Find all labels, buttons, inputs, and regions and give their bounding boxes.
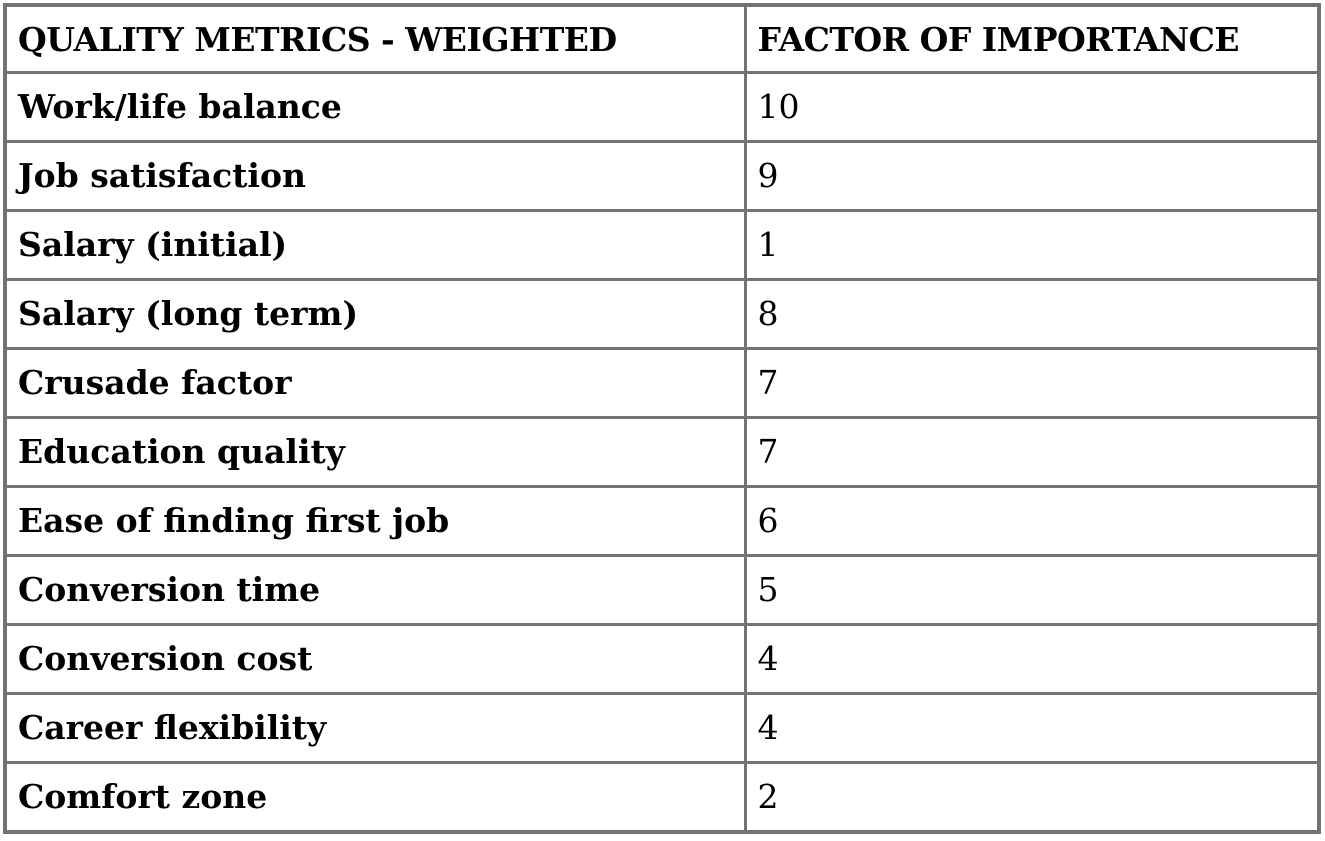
- metric-name-cell: Ease of finding first job: [3, 484, 747, 557]
- table-row: Comfort zone 2: [3, 760, 1321, 834]
- table-row: Conversion time 5: [3, 553, 1321, 626]
- metric-name-cell: Conversion time: [3, 553, 747, 626]
- table-row: Ease of finding first job 6: [3, 484, 1321, 557]
- factor-value-cell: 4: [743, 622, 1321, 695]
- factor-value-cell: 5: [743, 553, 1321, 626]
- metric-name-cell: Education quality: [3, 415, 747, 488]
- table-row: Education quality 7: [3, 415, 1321, 488]
- table-row: Work/life balance 10: [3, 71, 1321, 143]
- table-row: Conversion cost 4: [3, 622, 1321, 695]
- table-row: Career flexibility 4: [3, 691, 1321, 764]
- metric-name-cell: Work/life balance: [3, 71, 747, 143]
- metric-name-cell: Conversion cost: [3, 622, 747, 695]
- metric-name-cell: Crusade factor: [3, 346, 747, 419]
- quality-metrics-table: QUALITY METRICS - WEIGHTED FACTOR OF IMP…: [3, 3, 1321, 834]
- table-row: Job satisfaction 9: [3, 139, 1321, 212]
- table-header: QUALITY METRICS - WEIGHTED FACTOR OF IMP…: [3, 3, 1321, 74]
- factor-value-cell: 6: [743, 484, 1321, 557]
- factor-value-cell: 7: [743, 346, 1321, 419]
- factor-value-cell: 9: [743, 139, 1321, 212]
- metric-name-cell: Salary (initial): [3, 208, 747, 281]
- metric-name-cell: Job satisfaction: [3, 139, 747, 212]
- header-row: QUALITY METRICS - WEIGHTED FACTOR OF IMP…: [3, 3, 1321, 74]
- factor-value-cell: 4: [743, 691, 1321, 764]
- factor-value-cell: 7: [743, 415, 1321, 488]
- factor-value-cell: 10: [743, 71, 1321, 143]
- table-row: Salary (initial) 1: [3, 208, 1321, 281]
- factor-value-cell: 2: [743, 760, 1321, 834]
- header-quality-metrics: QUALITY METRICS - WEIGHTED: [3, 3, 747, 74]
- table-row: Crusade factor 7: [3, 346, 1321, 419]
- header-factor-of-importance: FACTOR OF IMPORTANCE: [743, 3, 1321, 74]
- factor-value-cell: 1: [743, 208, 1321, 281]
- factor-value-cell: 8: [743, 277, 1321, 350]
- metric-name-cell: Comfort zone: [3, 760, 747, 834]
- table-body: Work/life balance 10 Job satisfaction 9 …: [3, 71, 1321, 834]
- metric-name-cell: Career flexibility: [3, 691, 747, 764]
- metric-name-cell: Salary (long term): [3, 277, 747, 350]
- table-row: Salary (long term) 8: [3, 277, 1321, 350]
